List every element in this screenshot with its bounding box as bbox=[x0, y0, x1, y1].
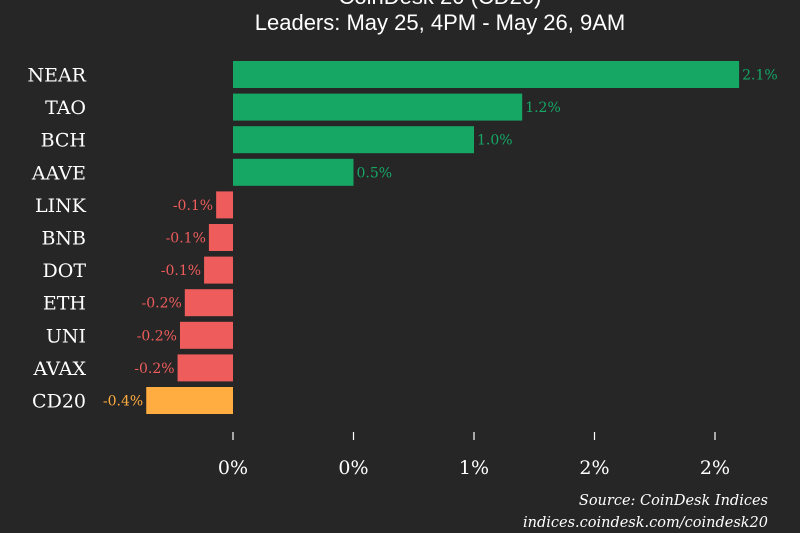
x-axis: 0% 0% 1% 2% 2% bbox=[218, 432, 730, 479]
bar-link bbox=[216, 191, 233, 219]
category-label-bnb: BNB bbox=[41, 228, 86, 250]
category-label-near: NEAR bbox=[27, 65, 86, 87]
chart-title: CoinDesk 20 (CD20) bbox=[339, 0, 542, 9]
bar-near bbox=[233, 61, 740, 88]
value-label-eth: -0.2% bbox=[141, 296, 181, 312]
category-label-eth: ETH bbox=[43, 293, 86, 315]
labels-layer: NEAR 2.1% TAO 1.2% BCH 1.0% AAVE 0.5% LINK -0.1% B… bbox=[27, 65, 777, 413]
source-note: Source: CoinDesk Indices bbox=[579, 493, 768, 509]
value-label-tao: 1.2% bbox=[525, 100, 561, 116]
bar-cd20 bbox=[146, 387, 233, 414]
x-tick-label: 0% bbox=[338, 457, 368, 479]
category-label-uni: UNI bbox=[46, 325, 86, 347]
category-label-link: LINK bbox=[35, 195, 87, 217]
value-label-aave: 0.5% bbox=[357, 165, 393, 181]
value-label-near: 2.1% bbox=[742, 68, 778, 84]
bar-dot bbox=[204, 256, 233, 284]
category-label-bch: BCH bbox=[41, 130, 86, 152]
x-tick-label: 0% bbox=[218, 457, 248, 479]
bar-eth bbox=[184, 289, 233, 317]
bar-avax bbox=[177, 354, 233, 382]
value-label-cd20: -0.4% bbox=[103, 394, 143, 410]
bar-bch bbox=[233, 126, 474, 154]
category-label-dot: DOT bbox=[43, 260, 87, 282]
value-label-bnb: -0.1% bbox=[166, 231, 206, 247]
x-tick-label: 2% bbox=[579, 457, 609, 479]
value-label-link: -0.1% bbox=[173, 198, 213, 214]
value-label-dot: -0.1% bbox=[161, 263, 201, 279]
bar-aave bbox=[233, 158, 354, 186]
value-label-uni: -0.2% bbox=[137, 328, 177, 344]
chart-subtitle: Leaders: May 25, 4PM - May 26, 9AM bbox=[255, 10, 626, 35]
category-label-avax: AVAX bbox=[33, 358, 87, 380]
x-tick-label: 1% bbox=[459, 457, 489, 479]
bar-uni bbox=[179, 321, 233, 349]
category-label-aave: AAVE bbox=[31, 162, 86, 184]
bar-bnb bbox=[208, 224, 233, 251]
value-label-avax: -0.2% bbox=[134, 361, 174, 377]
category-label-tao: TAO bbox=[45, 97, 86, 119]
category-label-cd20: CD20 bbox=[32, 391, 86, 413]
x-tick-label: 2% bbox=[700, 457, 730, 479]
source-url: indices.coindesk.com/coindesk20 bbox=[523, 515, 768, 531]
bars-layer bbox=[146, 61, 740, 414]
value-label-bch: 1.0% bbox=[477, 133, 513, 149]
bar-tao bbox=[233, 93, 523, 121]
